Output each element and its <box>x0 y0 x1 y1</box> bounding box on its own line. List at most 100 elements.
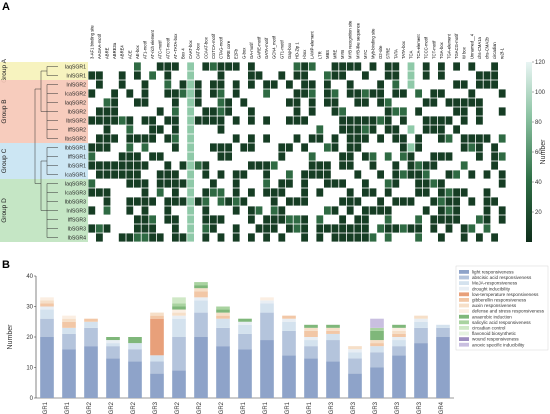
heatmap-cell <box>491 143 498 152</box>
heatmap-cell <box>263 215 270 224</box>
bar-segment <box>172 303 186 307</box>
heatmap-cell <box>316 188 324 197</box>
heatmap-cell <box>202 224 210 233</box>
heatmap-cell <box>149 152 156 161</box>
bar-segment <box>216 346 230 398</box>
heatmap-cell <box>217 215 225 224</box>
heatmap-cell <box>126 161 134 170</box>
heatmap-cell <box>483 224 491 233</box>
bar-segment <box>106 358 120 398</box>
heatmap-cell <box>248 62 255 71</box>
heatmap-cell <box>498 152 506 161</box>
heatmap-cell <box>134 215 141 224</box>
heatmap-cell <box>293 116 301 125</box>
heatmap-cell <box>430 89 438 98</box>
heatmap-cell <box>308 152 316 161</box>
bar-segment <box>260 340 274 398</box>
bar-segment <box>128 337 142 344</box>
heatmap-cell <box>126 197 134 206</box>
heatmap-cell <box>400 116 407 125</box>
heatmap-cell <box>286 116 293 125</box>
heatmap-cell <box>460 116 468 125</box>
heatmap-cell <box>232 206 240 215</box>
heatmap-cell <box>476 143 483 152</box>
heatmap-cell <box>248 188 255 197</box>
heatmap-cell <box>438 206 445 215</box>
heatmap-cell <box>354 62 362 71</box>
bar-segment <box>304 330 318 337</box>
heatmap-cell <box>339 215 346 224</box>
heatmap-cell <box>179 161 187 170</box>
heatmap-cell <box>194 98 202 107</box>
legend-label: abscisic acid responsiveness <box>472 275 532 280</box>
bar-segment <box>216 312 230 316</box>
bar-segment <box>128 349 142 362</box>
heatmap-cell <box>354 98 362 107</box>
heatmap-background <box>88 62 506 242</box>
bar-segment <box>238 321 252 325</box>
bar-segment <box>62 333 76 350</box>
heatmap-cell <box>96 134 103 143</box>
heatmap-cell <box>301 62 308 71</box>
heatmap-cell <box>187 188 194 197</box>
heatmap-cell <box>141 188 149 197</box>
heatmap-cell <box>187 206 194 215</box>
heatmap-cell <box>453 188 460 197</box>
heatmap-cell <box>217 233 225 242</box>
heatmap-cell <box>263 134 270 143</box>
legend-label: circadian control <box>472 326 505 331</box>
bar-segment <box>172 306 186 310</box>
heatmap-cell <box>156 188 164 197</box>
heatmap-cell <box>438 125 445 134</box>
heatmap-cell <box>278 215 286 224</box>
column-label: E2Fb <box>234 48 239 59</box>
heatmap-cell <box>134 170 141 179</box>
heatmap-cell <box>445 134 453 143</box>
heatmap-cell <box>346 125 354 134</box>
heatmap-cell <box>278 179 286 188</box>
heatmap-cell <box>415 215 422 224</box>
heatmap-cell <box>103 143 111 152</box>
heatmap-cell <box>430 116 438 125</box>
bar-segment <box>370 327 384 331</box>
heatmap-cell <box>141 161 149 170</box>
heatmap-cell <box>293 224 301 233</box>
heatmap-cell <box>187 161 194 170</box>
heatmap-cell <box>118 233 126 242</box>
heatmap-cell <box>476 98 483 107</box>
heatmap-cell <box>141 206 149 215</box>
column-label: Unnamed__4 <box>469 33 474 59</box>
heatmap-cell <box>88 179 96 188</box>
heatmap-cell <box>453 62 460 71</box>
bar-segment <box>172 312 186 316</box>
heatmap-cell <box>232 197 240 206</box>
x-tick-label: InlSGR3 <box>351 401 357 414</box>
heatmap-cell <box>172 62 179 71</box>
bar-segment <box>326 327 340 331</box>
heatmap-cell <box>270 80 278 89</box>
heatmap-cell <box>392 224 400 233</box>
heatmap-cell <box>445 170 453 179</box>
bar-segment <box>150 315 164 319</box>
bar-segment <box>392 327 406 331</box>
heatmap-cell <box>172 188 179 197</box>
column-label: GA-motif <box>249 42 254 59</box>
heatmap-cell <box>422 179 430 188</box>
legend-swatch <box>459 331 469 336</box>
column-label: CAT-box <box>196 42 201 59</box>
heatmap-cell <box>88 116 96 125</box>
legend-label: wound responsiveness <box>472 337 519 342</box>
heatmap-cell <box>103 107 111 116</box>
heatmap-cell <box>453 125 460 134</box>
heatmap-cell <box>217 197 225 206</box>
heatmap-cell <box>217 107 225 116</box>
bar-segment <box>282 330 296 356</box>
heatmap-cell <box>362 206 369 215</box>
heatmap-cell <box>232 89 240 98</box>
heatmap-cell <box>248 134 255 143</box>
heatmap-cell <box>103 125 111 134</box>
heatmap-cell <box>172 125 179 134</box>
heatmap-cell <box>270 206 278 215</box>
heatmap-cell <box>498 215 506 224</box>
heatmap-cell <box>415 143 422 152</box>
